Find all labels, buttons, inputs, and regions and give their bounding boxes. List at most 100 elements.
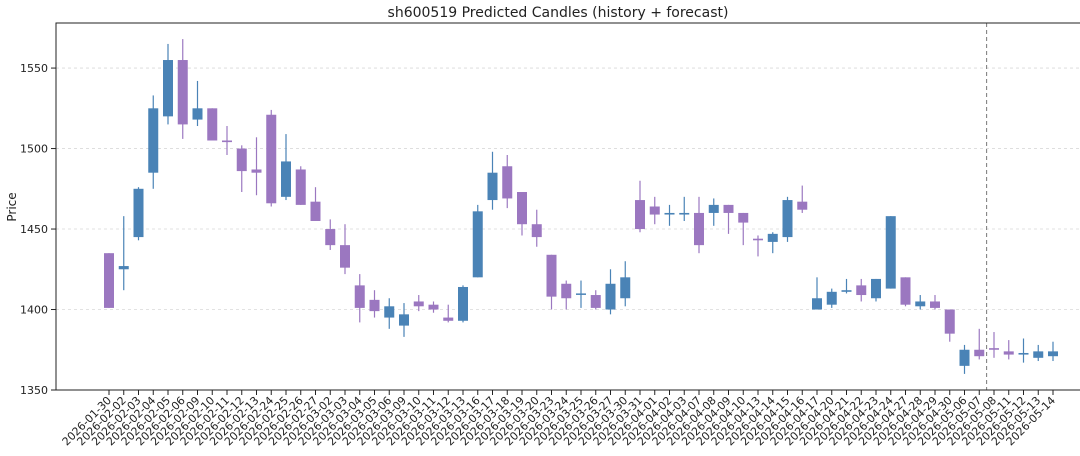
candle-body — [944, 309, 955, 334]
candle-body — [694, 212, 704, 246]
candle — [428, 301, 439, 313]
candle — [885, 216, 896, 289]
candle-body — [856, 285, 867, 296]
candle — [251, 137, 262, 196]
candle — [635, 180, 645, 233]
candle — [413, 295, 424, 312]
candle-body — [325, 229, 336, 246]
candle-body — [900, 277, 911, 305]
candle — [561, 280, 572, 310]
candle — [163, 43, 173, 125]
candle-body — [428, 304, 439, 310]
candle — [531, 209, 542, 247]
candle-body — [871, 278, 881, 299]
chart-title: sh600519 Predicted Candles (history + fo… — [388, 5, 729, 21]
candle-body — [767, 233, 778, 242]
candle-body — [753, 238, 763, 241]
candle — [443, 304, 454, 323]
candle-body — [207, 108, 218, 141]
candle — [472, 204, 483, 278]
candle — [767, 232, 778, 254]
candle — [826, 288, 837, 308]
candles — [104, 39, 1058, 374]
candle-body — [915, 301, 926, 307]
candle-body — [458, 286, 468, 321]
candle-body — [192, 108, 203, 120]
candle — [236, 145, 247, 193]
candle-body — [517, 192, 527, 225]
candle — [502, 154, 513, 209]
candle — [679, 196, 690, 221]
y-axis: 1350 1400 1450 1500 1550 — [20, 62, 56, 397]
candle-body — [782, 200, 793, 238]
candle-body — [561, 283, 572, 299]
candle-body — [605, 283, 616, 310]
y-tick-label: 1550 — [20, 62, 48, 75]
candle-body — [649, 206, 660, 215]
candle-body — [369, 299, 380, 312]
candle-body — [531, 224, 542, 238]
candle — [989, 332, 999, 358]
candle-body — [295, 169, 306, 205]
candle — [310, 187, 321, 221]
candle-body — [546, 254, 557, 297]
candle — [782, 196, 793, 242]
candle — [546, 254, 557, 310]
candle — [620, 261, 631, 307]
candle — [118, 216, 129, 291]
candle — [664, 204, 675, 226]
candle — [708, 198, 719, 226]
candle — [576, 280, 586, 308]
y-tick-label: 1500 — [20, 143, 48, 156]
candle — [399, 303, 409, 337]
candle-body — [576, 293, 586, 295]
candle-body — [310, 201, 321, 221]
candle-body — [281, 161, 291, 197]
candle-body — [723, 204, 734, 213]
candle-body — [384, 306, 395, 318]
candle — [207, 108, 218, 141]
candle — [133, 187, 144, 241]
candle-body — [443, 317, 454, 321]
candle-body — [177, 60, 188, 125]
candle — [148, 95, 159, 189]
candle-body — [413, 301, 424, 307]
candle-body — [251, 169, 262, 173]
candle — [295, 166, 306, 205]
candle-body — [472, 211, 483, 278]
candle-body — [679, 212, 690, 215]
candle-body — [885, 216, 896, 289]
candle-body — [340, 245, 350, 268]
x-axis: 2026-01-302026-02-022026-02-032026-02-04… — [60, 390, 1058, 448]
candle — [930, 295, 940, 310]
candle-body — [974, 349, 985, 357]
candle — [517, 192, 527, 236]
candle — [856, 278, 867, 302]
candle — [753, 235, 763, 257]
candle — [1018, 338, 1029, 363]
candle — [354, 274, 365, 323]
candle-body — [959, 349, 970, 366]
candle — [1033, 344, 1044, 362]
candle — [384, 298, 395, 329]
candle-body — [104, 253, 114, 308]
candle — [487, 151, 498, 210]
candle-body — [708, 204, 719, 213]
candle — [959, 344, 970, 374]
candle-body — [620, 277, 631, 299]
candle — [738, 212, 749, 246]
candle-body — [502, 166, 513, 199]
candle — [900, 277, 911, 307]
candle-body — [487, 172, 498, 201]
y-tick-label: 1450 — [20, 223, 48, 236]
candle — [841, 278, 852, 294]
candle-body — [1048, 351, 1058, 357]
candle-body — [989, 348, 999, 350]
candle-body — [635, 200, 645, 230]
candle-body — [148, 108, 159, 173]
y-tick-label: 1350 — [20, 384, 48, 397]
candle-body — [133, 188, 144, 238]
candle — [325, 219, 336, 250]
candle — [1003, 340, 1014, 360]
